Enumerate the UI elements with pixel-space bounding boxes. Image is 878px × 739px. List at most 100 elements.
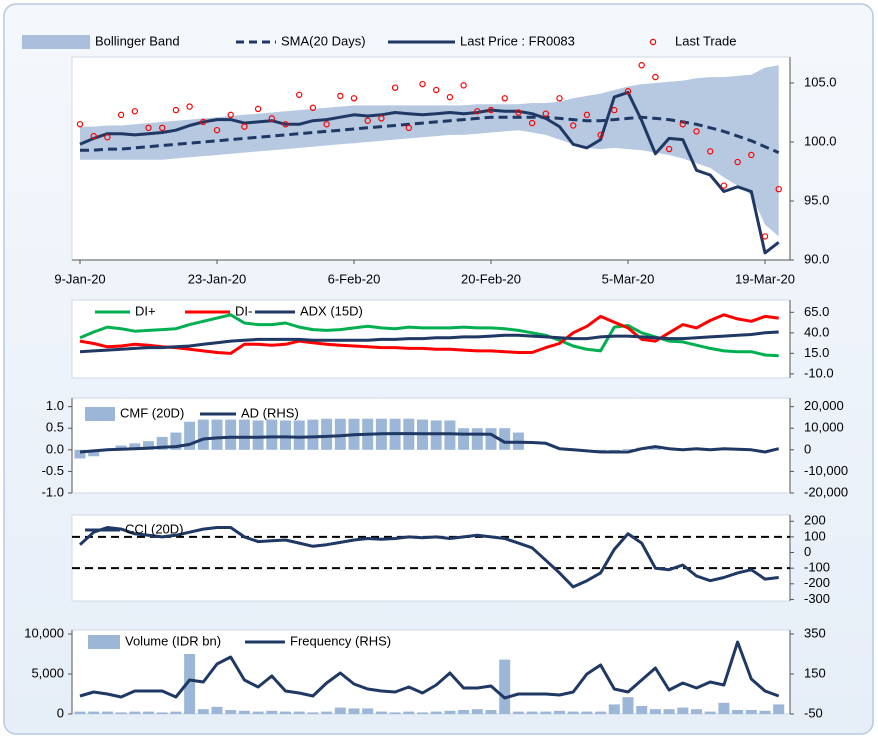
trade-marker [76,121,84,128]
trade-marker [611,106,618,114]
trade-marker [652,73,659,81]
trade-marker [158,124,166,132]
y-tick-label: -10,000 [804,463,848,478]
trade-marker [487,106,495,114]
x-tick-label: 19-Mar-20 [735,271,795,286]
trade-marker [707,148,714,155]
bar [649,709,661,714]
trade-marker [624,88,632,95]
bollinger-band [80,65,779,237]
legend-label: Frequency (RHS) [290,633,391,648]
bar [321,418,333,450]
bar [430,711,442,714]
y-tick-label: -300 [804,591,830,606]
y-tick-label: 0 [804,544,811,559]
bar [389,712,401,714]
legend-label: ADX (15D) [300,303,363,318]
bar [704,711,716,714]
y-tick-label: -50 [804,705,823,720]
y-tick-label: 0 [57,705,64,720]
bar [307,419,319,450]
trade-marker [337,92,344,100]
bar [197,419,209,450]
legend-label: Volume (IDR bn) [125,633,221,648]
y-tick-label: 20,000 [804,398,844,413]
bar [170,432,182,450]
trade-marker [213,126,221,134]
x-tick-label: 5-Mar-20 [602,271,655,286]
bar [101,711,113,714]
bar [211,706,223,714]
x-tick-label: 6-Feb-20 [328,271,381,286]
bar [417,712,428,714]
bar [540,711,552,714]
y-tick-label: 10,000 [804,420,844,435]
trade-marker [391,84,399,91]
trade-marker [542,110,550,117]
bar [608,704,620,714]
trade-marker [556,95,563,102]
trade-marker [172,106,180,114]
trade-marker [638,62,645,69]
series-line [79,640,780,700]
bar [252,711,264,714]
trade-marker [515,109,522,116]
bar [458,710,470,714]
bar [732,710,744,714]
bar [444,710,456,714]
trade-marker [528,119,536,127]
bar [280,711,291,714]
y-tick-label: 0.5 [46,420,64,435]
bar [293,420,305,450]
bar [485,428,497,450]
trade-marker [720,182,728,189]
y-tick-label: 1.0 [46,398,64,413]
bar [362,708,374,714]
trade-marker [405,124,412,132]
bar [595,711,607,714]
bar [293,711,305,714]
bar [718,702,730,714]
bar [499,428,511,450]
y-tick-label: 10,000 [24,625,64,640]
bar [266,710,278,714]
bar [266,419,278,450]
trade-marker [282,121,289,128]
trade-marker [433,86,440,94]
bar [74,449,86,459]
bar [184,654,196,714]
legend-label: Bollinger Band [95,33,180,48]
legend-swatch [88,635,120,649]
trade-marker [446,93,454,101]
bar [677,707,689,714]
y-tick-label: -1.0 [42,484,64,499]
y-tick-label: 0 [804,441,811,456]
bar [622,697,634,714]
bar [554,710,565,714]
bar [471,709,483,714]
trade-marker [693,128,700,135]
trade-marker [227,111,234,119]
bar [773,704,785,714]
bar [156,436,168,450]
y-tick-label: 100.0 [804,133,837,148]
trade-marker [309,104,317,111]
legend-label: AD (RHS) [241,405,299,420]
legend-label: Last Price : FR0083 [460,33,575,48]
legend-label: DI- [235,303,252,318]
bar [88,449,100,457]
bar [211,419,223,450]
y-tick-label: 105.0 [804,74,837,89]
bar [252,420,264,450]
trade-marker [570,122,577,129]
trade-marker [117,111,125,119]
series-line [80,115,780,154]
trade-marker [775,185,782,193]
trade-marker [364,117,371,124]
y-tick-label: 350 [804,625,826,640]
plot-area [71,514,791,602]
trade-marker [254,105,262,113]
bar [321,711,333,714]
bar [348,708,360,714]
